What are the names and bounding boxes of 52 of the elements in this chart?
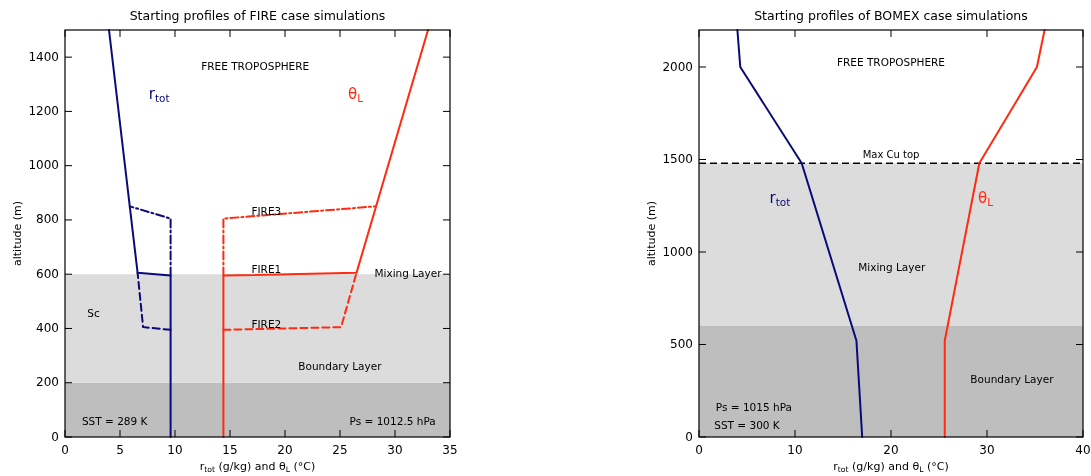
y-tick-label: 1200 [28, 103, 59, 118]
x-axis-title: r$_{tot}$ (g/kg) and θ$_{L}$ (°C) [833, 460, 949, 475]
annotation: SST = 300 K [714, 419, 781, 432]
annotation: Sc [87, 306, 100, 319]
annotation: Mixing Layer [858, 261, 926, 274]
annotation: Boundary Layer [298, 360, 383, 372]
annotation: Boundary Layer [970, 373, 1055, 386]
series-label: θ$_{L}$ [978, 188, 994, 209]
y-tick-label: 1000 [662, 244, 693, 259]
text: r$_{tot}$ [148, 85, 170, 105]
annotation: FREE TROPOSPHERE [837, 55, 945, 68]
y-tick-label: 800 [36, 212, 59, 227]
x-tick-label: 0 [695, 443, 703, 457]
y-tick-label: 600 [36, 266, 59, 281]
annotation: FIRE3 [251, 204, 282, 217]
x-tick-label: 30 [387, 443, 403, 457]
ref-line-label: Max Cu top [862, 149, 920, 161]
y-tick-label: 400 [36, 320, 59, 335]
x-tick-label: 25 [332, 443, 348, 457]
y-tick-label: 500 [670, 337, 693, 351]
y-tick-label: 200 [36, 375, 59, 390]
x-tick-label: 35 [442, 443, 458, 457]
x-tick-label: 40 [1075, 443, 1091, 457]
text: θ$_{L}$ [348, 85, 364, 105]
annotation: SST = 289 K [81, 414, 149, 427]
chart-title: Starting profiles of BOMEX case simulations [754, 8, 1028, 23]
x-tick-label: 15 [222, 443, 238, 457]
x-tick-label: 20 [883, 443, 899, 457]
annotation: Ps = 1012.5 hPa [349, 414, 436, 427]
y-axis-title: altitude (m) [645, 201, 658, 266]
y-tick-label: 1400 [28, 49, 59, 64]
x-tick-label: 10 [787, 443, 803, 457]
annotation: Ps = 1015 hPa [715, 400, 792, 413]
chart-title: Starting profiles of FIRE case simulations [129, 8, 386, 23]
series-label: r$_{tot}$ [769, 188, 791, 209]
x-tick-label: 30 [979, 443, 995, 457]
annotation: FREE TROPOSPHERE [201, 59, 310, 72]
y-axis-title: altitude (m) [11, 201, 24, 266]
annotation: FIRE2 [251, 318, 282, 331]
x-tick-label: 0 [61, 443, 69, 457]
x-axis-title: r$_{tot}$ (g/kg) and θ$_{L}$ (°C) [199, 460, 316, 475]
x-tick-label: 20 [277, 443, 293, 457]
line-series [108, 29, 172, 438]
y-tick-label: 0 [51, 429, 59, 444]
x-tick-label: 10 [167, 443, 183, 457]
y-tick-label: 2000 [662, 59, 693, 74]
x-tick-label: 5 [116, 443, 124, 457]
annotation: FIRE1 [251, 263, 282, 276]
y-tick-label: 1000 [28, 158, 59, 173]
y-tick-label: 0 [685, 429, 693, 444]
y-tick-label: 1500 [662, 152, 693, 166]
annotation: Mixing Layer [374, 267, 443, 280]
